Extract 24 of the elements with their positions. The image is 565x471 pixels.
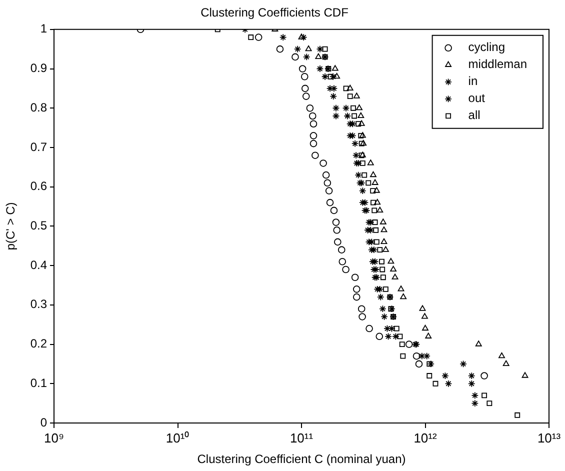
y-tick-label: 0.5	[30, 218, 48, 233]
x-axis-title: Clustering Coefficient C (nominal yuan)	[197, 452, 406, 466]
y-tick-label: 0.1	[30, 376, 48, 390]
y-tick-label: 0.3	[30, 297, 48, 312]
legend-label: cycling	[468, 40, 505, 54]
x-tick-label: 10⁹	[44, 430, 64, 446]
legend-label: all	[468, 108, 480, 122]
y-tick-label: 0.9	[30, 61, 48, 76]
x-tick-label: 10¹³	[537, 430, 562, 446]
chart-title: Clustering Coefficients CDF	[200, 6, 348, 20]
y-tick-label: 0	[40, 415, 48, 430]
legend-label: in	[468, 74, 478, 88]
legend-label: middleman	[468, 57, 528, 72]
x-tick-label: 10¹²	[414, 430, 438, 446]
y-tick-label: 0.2	[30, 336, 48, 351]
y-tick-label: 0.6	[30, 179, 48, 194]
y-axis-title: p(C' > C)	[4, 202, 18, 250]
x-tick-label: 10¹⁰	[166, 430, 190, 446]
x-tick-label: 10¹¹	[290, 430, 314, 446]
y-tick-label: 1	[40, 22, 48, 36]
y-tick-label: 0.8	[30, 100, 48, 114]
y-tick-label: 0.4	[30, 258, 48, 272]
legend-label: out	[468, 91, 486, 106]
y-tick-label: 0.7	[30, 140, 48, 154]
